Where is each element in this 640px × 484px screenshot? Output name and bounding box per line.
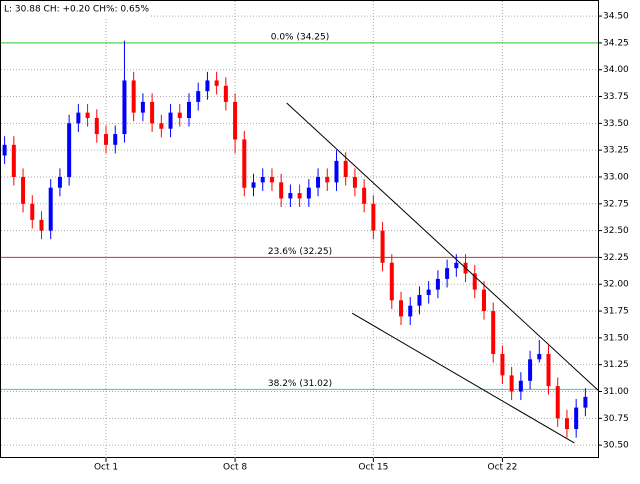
candle-body (426, 289, 431, 295)
candle-body (288, 193, 293, 199)
y-tick-label: 31.25 (603, 360, 629, 370)
y-tick-label: 33.75 (603, 92, 629, 102)
candle-body (352, 176, 357, 188)
x-tick-label: Oct 8 (223, 463, 247, 473)
candle-body (242, 139, 247, 188)
candle-body (159, 123, 164, 129)
candle-body (260, 176, 265, 183)
candle-body (269, 176, 274, 183)
candle-body (362, 187, 367, 204)
x-tick-label: Oct 22 (487, 463, 517, 473)
candle-body (2, 144, 7, 156)
candle-body (122, 80, 127, 135)
candle-body (546, 353, 551, 387)
header-text: L: 30.88 CH: +0.20 CH%: 0.65% (4, 5, 149, 15)
candle-body (537, 353, 542, 360)
candle-body (104, 134, 109, 145)
candle-body (113, 134, 118, 145)
candle-body (39, 219, 44, 231)
candle-body (67, 123, 72, 177)
candle-body (528, 359, 533, 381)
candle-body (223, 85, 228, 102)
candle-body (518, 380, 523, 392)
candle-body (325, 176, 330, 183)
candle-body (583, 396, 588, 408)
y-tick-label: 32.75 (603, 199, 629, 209)
candle-body (435, 278, 440, 290)
candle-body (306, 187, 311, 199)
candle-body (417, 294, 422, 306)
candle-body (399, 300, 404, 317)
candle-body (251, 182, 256, 188)
level-label: 38.2% (31.02) (268, 379, 332, 389)
level-label: 23.6% (32.25) (268, 247, 332, 257)
candle-body (214, 80, 219, 86)
candle-body (11, 144, 16, 177)
candle-body (491, 311, 496, 354)
candle-body (316, 176, 321, 188)
candle-body (168, 112, 173, 129)
candle-body (555, 386, 560, 419)
candle-body (574, 407, 579, 430)
candle-body (131, 80, 136, 113)
level-label: 0.0% (34.25) (271, 32, 330, 42)
trend-line (351, 312, 575, 444)
candle-body (21, 176, 26, 204)
x-tick-label: Oct 15 (358, 463, 388, 473)
y-tick-label: 34.50 (603, 12, 629, 22)
y-tick-label: 31.50 (603, 333, 629, 343)
y-tick-label: 33.50 (603, 119, 629, 129)
y-tick-label: 30.75 (603, 414, 629, 424)
candle-body (297, 193, 302, 199)
candle-body (481, 289, 486, 312)
candle-body (48, 187, 53, 231)
candle-body (500, 353, 505, 376)
trend-line (286, 102, 599, 391)
candle-body (389, 262, 394, 301)
candle-body (57, 176, 62, 188)
y-tick-label: 31.00 (603, 387, 629, 397)
x-tick-label: Oct 1 (94, 463, 118, 473)
candle-body (94, 117, 99, 135)
y-tick-label: 33.00 (603, 172, 629, 182)
candle-body (140, 101, 145, 113)
candle-body (186, 101, 191, 118)
candle-body (371, 203, 376, 231)
y-tick-label: 31.75 (603, 307, 629, 317)
y-tick-label: 32.25 (603, 253, 629, 263)
candle-body (334, 160, 339, 183)
candle-body (343, 160, 348, 177)
candle-body (233, 101, 238, 140)
plot-frame (0, 0, 599, 458)
y-tick-label: 32.00 (603, 280, 629, 290)
y-tick-label: 34.00 (603, 65, 629, 75)
candle-body (76, 112, 81, 124)
candle-body (177, 112, 182, 118)
candle-body (445, 268, 450, 279)
candle-body (408, 305, 413, 317)
candle-body (454, 262, 459, 269)
candle-body (196, 91, 201, 102)
candle-body (509, 375, 514, 392)
candle-body (30, 203, 35, 220)
y-tick-label: 33.25 (603, 146, 629, 156)
y-tick-label: 30.50 (603, 441, 629, 451)
candle-body (85, 112, 90, 118)
candle-body (279, 182, 284, 199)
candle-body (472, 273, 477, 290)
candle-body (205, 80, 210, 92)
y-tick-label: 32.50 (603, 226, 629, 236)
y-tick-label: 34.25 (603, 38, 629, 48)
candle-body (150, 101, 155, 124)
header-box (1, 1, 151, 17)
candle-body (564, 418, 569, 430)
candle-body (380, 230, 385, 263)
